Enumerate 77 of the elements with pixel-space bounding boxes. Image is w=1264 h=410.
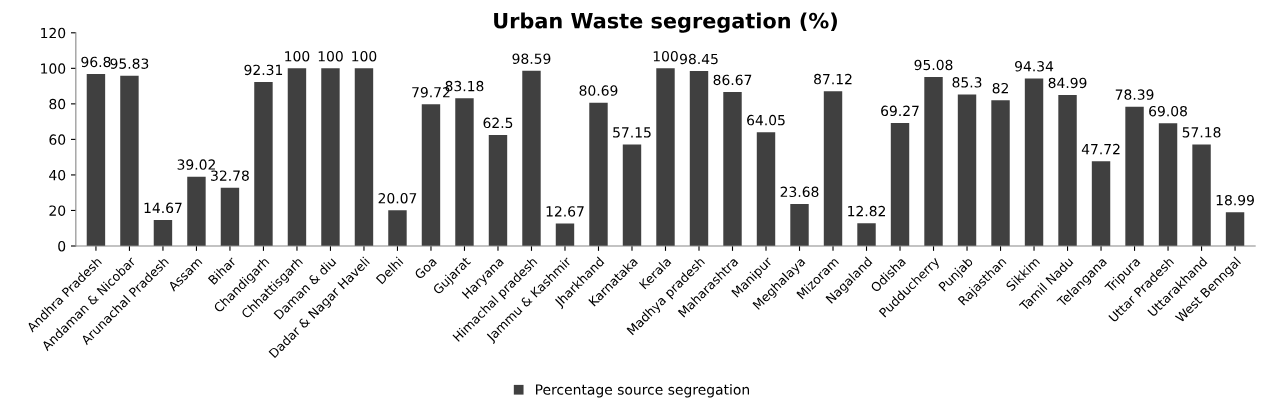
data-label: 78.39 bbox=[1115, 89, 1154, 100]
bar bbox=[924, 77, 943, 246]
bar bbox=[1091, 161, 1111, 246]
bar bbox=[991, 100, 1010, 246]
bar bbox=[1024, 78, 1044, 246]
bar bbox=[1225, 212, 1245, 246]
bar bbox=[354, 68, 374, 246]
data-label: 14.67 bbox=[144, 202, 182, 214]
data-label: 100 bbox=[318, 50, 343, 62]
data-label: 57.18 bbox=[1182, 127, 1221, 138]
data-label: 23.68 bbox=[780, 186, 819, 198]
data-label: 87.12 bbox=[814, 73, 852, 85]
bar bbox=[321, 68, 340, 246]
bar bbox=[622, 144, 642, 246]
y-tick-label: 0 bbox=[58, 240, 66, 252]
data-label: 84.99 bbox=[1048, 77, 1087, 89]
bar bbox=[890, 122, 910, 246]
bar bbox=[120, 75, 139, 246]
data-label: 100 bbox=[653, 50, 678, 62]
data-label: 95.08 bbox=[914, 59, 953, 71]
data-label: 98.45 bbox=[679, 53, 718, 65]
data-label: 12.82 bbox=[848, 205, 885, 217]
bar bbox=[153, 219, 173, 246]
bar bbox=[656, 68, 675, 246]
data-label: 62.5 bbox=[483, 117, 513, 129]
data-label: 69.27 bbox=[881, 105, 919, 117]
data-label: 98.59 bbox=[512, 53, 551, 64]
data-label: 20.07 bbox=[378, 192, 417, 204]
data-label: 47.72 bbox=[1081, 143, 1120, 155]
data-label: 86.67 bbox=[713, 74, 752, 86]
bar bbox=[488, 134, 508, 246]
data-label: 100 bbox=[352, 50, 377, 62]
bar bbox=[823, 91, 843, 246]
data-label: 100 bbox=[285, 50, 310, 62]
chart-title: Urban Waste segregation (%) bbox=[494, 12, 837, 33]
bar bbox=[1158, 123, 1178, 246]
data-label: 95.83 bbox=[110, 58, 149, 69]
bar bbox=[287, 68, 307, 246]
data-label: 94.34 bbox=[1015, 61, 1054, 72]
bar bbox=[790, 203, 809, 246]
y-tick-label: 40 bbox=[49, 169, 66, 181]
bar bbox=[522, 70, 541, 246]
y-tick-label: 120 bbox=[41, 27, 66, 39]
bar bbox=[86, 74, 106, 246]
data-label: 39.02 bbox=[177, 159, 215, 170]
data-label: 96.8 bbox=[81, 56, 111, 68]
bar bbox=[689, 71, 709, 246]
data-label: 18.99 bbox=[1216, 194, 1254, 206]
bar bbox=[555, 223, 575, 246]
bar bbox=[388, 210, 407, 246]
y-tick-label: 80 bbox=[49, 98, 66, 110]
data-label: 12.67 bbox=[546, 206, 584, 217]
bar bbox=[1192, 144, 1211, 246]
bar bbox=[455, 98, 474, 246]
bar bbox=[723, 92, 742, 246]
bar bbox=[187, 176, 206, 246]
bar bbox=[957, 94, 977, 246]
bar bbox=[220, 187, 240, 246]
bar bbox=[857, 223, 876, 246]
data-label: 32.78 bbox=[211, 170, 249, 181]
data-label: 80.69 bbox=[579, 85, 618, 96]
bar bbox=[1058, 95, 1077, 246]
y-tick-label: 60 bbox=[49, 134, 66, 145]
data-label: 82 bbox=[992, 82, 1008, 94]
bar bbox=[589, 102, 608, 246]
legend-label: Percentage source segregation bbox=[536, 384, 749, 398]
data-label: 64.05 bbox=[747, 114, 785, 126]
bar bbox=[1125, 106, 1144, 246]
data-label: 92.31 bbox=[244, 64, 283, 76]
data-label: 69.08 bbox=[1149, 105, 1187, 117]
y-tick-label: 20 bbox=[49, 205, 66, 216]
data-label: 57.15 bbox=[613, 127, 651, 138]
data-label: 85.3 bbox=[952, 77, 982, 88]
bar bbox=[756, 132, 776, 246]
bar bbox=[254, 82, 273, 246]
y-tick-label: 100 bbox=[41, 63, 66, 74]
bar bbox=[421, 104, 441, 246]
